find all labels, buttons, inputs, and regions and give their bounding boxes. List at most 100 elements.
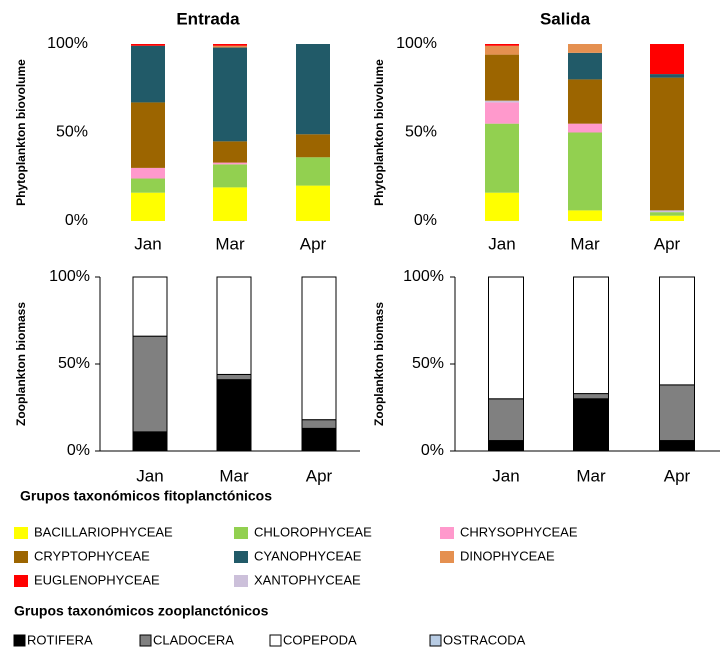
y-tick-label: 100% [49, 268, 90, 285]
y-tick-label: 0% [67, 442, 90, 459]
x-tick-label: Mar [570, 234, 600, 253]
legend-swatch [234, 527, 248, 539]
bar-segment [132, 431, 168, 452]
bar-segment [131, 44, 165, 46]
legend-swatch [429, 634, 442, 647]
y-axis-title: Zooplankton biomass [14, 302, 28, 426]
bar-segment [485, 100, 519, 103]
bar-segment [485, 102, 519, 124]
bar-segment [213, 45, 247, 48]
bar-segment [216, 379, 252, 452]
legend-label: CHRYSOPHYCEAE [460, 524, 578, 539]
x-tick-label: Jan [136, 466, 163, 485]
bar-segment [650, 210, 684, 213]
bar-segment [213, 164, 247, 188]
legend-label: CYANOPHYCEAE [254, 548, 362, 563]
y-tick-label: 50% [56, 124, 88, 141]
bar-segment [488, 276, 524, 400]
bar-segment [568, 44, 602, 53]
y-axis-title: Phytoplankton biovolume [372, 59, 386, 206]
bar-segment [573, 276, 609, 395]
legend-swatch [440, 527, 454, 539]
legend-label: EUGLENOPHYCEAE [34, 572, 160, 587]
bar-segment [296, 157, 330, 186]
legend-label: CLADOCERA [153, 632, 234, 647]
x-tick-label: Apr [654, 234, 681, 253]
legend-swatch [14, 575, 28, 587]
bar-segment [485, 44, 519, 46]
bar-segment [301, 427, 337, 452]
bar-segment [659, 440, 695, 452]
bar-segment [213, 44, 247, 46]
y-axis-title: Zooplankton biomass [372, 302, 386, 426]
y-tick-label: 0% [414, 212, 437, 229]
legend-label: COPEPODA [283, 632, 357, 647]
y-tick-label: 50% [405, 124, 437, 141]
legend-label: OSTRACODA [443, 632, 526, 647]
bar-segment [216, 373, 252, 381]
legend-label: ROTIFERA [27, 632, 93, 647]
bar-segment [659, 384, 695, 442]
bar-segment [296, 185, 330, 221]
bar-segment [132, 276, 168, 337]
legend-swatch [269, 634, 282, 647]
legend-label: XANTOPHYCEAE [254, 572, 361, 587]
x-tick-label: Mar [215, 234, 245, 253]
bar-segment [301, 276, 337, 421]
bar-segment [131, 192, 165, 221]
y-tick-label: 100% [47, 35, 88, 52]
bar-segment [568, 123, 602, 133]
bar-segment [488, 440, 524, 452]
bar-segment [301, 419, 337, 429]
bar-segment [131, 167, 165, 179]
legend-swatch [139, 634, 152, 647]
legend-label: CRYPTOPHYCEAE [34, 548, 150, 563]
bar-segment [573, 393, 609, 400]
y-tick-label: 100% [396, 35, 437, 52]
bar-segment [650, 212, 684, 216]
x-tick-label: Jan [492, 466, 519, 485]
y-tick-label: 100% [403, 268, 444, 285]
legend-label: CHLOROPHYCEAE [254, 524, 372, 539]
legend-swatch [440, 551, 454, 563]
y-tick-label: 50% [58, 355, 90, 372]
x-tick-label: Apr [300, 234, 327, 253]
bar-segment [131, 102, 165, 168]
x-tick-label: Apr [664, 466, 691, 485]
bar-segment [568, 210, 602, 221]
legend-swatch [234, 551, 248, 563]
legend-title: Grupos taxonómicos zooplanctónicos [14, 603, 269, 619]
legend-swatch [13, 634, 26, 647]
bar-segment [213, 47, 247, 142]
x-tick-label: Mar [576, 466, 606, 485]
bar-segment [485, 45, 519, 55]
bar-segment [568, 52, 602, 80]
bar-segment [488, 398, 524, 442]
chart-title: Entrada [176, 9, 240, 28]
bar-segment [650, 44, 684, 75]
bar-segment [485, 54, 519, 101]
bar-segment [216, 276, 252, 375]
y-tick-label: 50% [412, 355, 444, 372]
bar-segment [296, 134, 330, 158]
legend-swatch [234, 575, 248, 587]
bar-segment [650, 77, 684, 211]
legend-label: DINOPHYCEAE [460, 548, 555, 563]
bar-segment [213, 162, 247, 165]
x-tick-label: Jan [134, 234, 161, 253]
legend-label: BACILLARIOPHYCEAE [34, 524, 173, 539]
x-tick-label: Jan [488, 234, 515, 253]
legend-swatch [14, 551, 28, 563]
bar-segment [568, 79, 602, 124]
y-axis-title: Phytoplankton biovolume [14, 59, 28, 206]
y-tick-label: 0% [421, 442, 444, 459]
bar-segment [213, 141, 247, 163]
bar-segment [659, 276, 695, 386]
bar-segment [131, 178, 165, 193]
y-tick-label: 0% [65, 212, 88, 229]
bar-segment [573, 398, 609, 452]
bar-segment [131, 45, 165, 103]
bar-segment [132, 335, 168, 433]
bar-segment [650, 215, 684, 221]
